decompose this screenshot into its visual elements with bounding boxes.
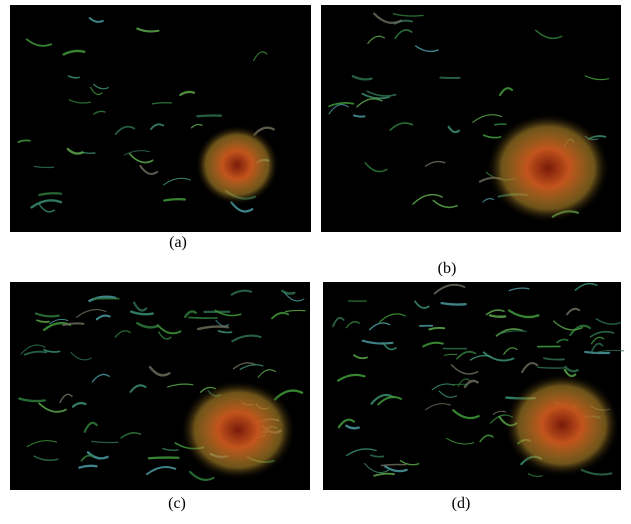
streamline [495,124,506,125]
vortex [486,113,610,223]
panel-label: (d) [452,495,471,512]
streamline [451,384,467,385]
panel-label: (b) [438,260,457,277]
streamline [354,115,365,116]
streamline [197,115,221,116]
vortex [195,125,279,205]
streamline [149,458,179,459]
vortex [180,380,296,480]
streamline [490,315,505,316]
streamline [189,318,217,319]
panel-label: (c) [168,495,186,512]
vortex [504,373,620,477]
panel-label: (a) [169,234,187,251]
streamline [442,303,466,304]
panel-image [10,5,311,232]
streamline [538,367,564,368]
